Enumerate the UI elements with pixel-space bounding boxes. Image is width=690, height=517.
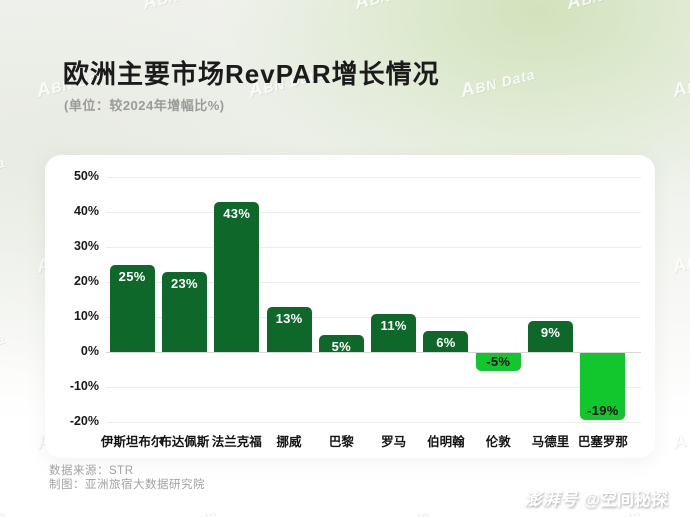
zero-axis-line [106, 352, 641, 353]
chart-credit: 制图：亚洲旅宿大数据研究院 [49, 479, 205, 491]
bar-value-label: 5% [331, 338, 352, 354]
y-axis-tick-label: 0% [80, 344, 99, 358]
abn-data-watermark: ABN Data [0, 0, 8, 15]
bar-伊斯坦布尔 [109, 264, 155, 352]
bar-value-label: -5% [486, 353, 511, 369]
bar-伯明翰 [423, 331, 469, 352]
account-handle: @空间秘探 [583, 490, 668, 509]
y-axis-tick-label: 50% [73, 169, 99, 183]
bar-马德里 [528, 320, 574, 352]
x-axis-label: 巴黎 [328, 435, 354, 449]
bar-value-label: -19% [587, 402, 619, 418]
abn-data-watermark: ABN Data [140, 503, 219, 517]
gridline [106, 422, 641, 423]
y-axis-tick-label: 40% [73, 204, 99, 218]
bar-挪威 [266, 306, 312, 352]
bar-value-label: 43% [223, 205, 251, 221]
x-axis-label: 伊斯坦布尔 [100, 435, 164, 449]
abn-data-watermark: ABN Data [140, 0, 219, 14]
abn-data-watermark: ABN Data [670, 418, 690, 454]
chart-panel: 50% 40% 30% 20% 10% 0% -10% -20% 25% 伊斯坦布尔 23% 布达佩斯… [45, 155, 655, 458]
abn-data-watermark: ABN Data [670, 242, 690, 278]
abn-data-watermark: ABN Data [352, 503, 431, 517]
bar-value-label: 23% [170, 275, 198, 291]
y-axis-tick-label: 20% [73, 274, 99, 288]
gridline [106, 212, 641, 213]
bar-value-label: 6% [436, 335, 456, 350]
bar-chart-plot-area: 50% 40% 30% 20% 10% 0% -10% -20% 25% 伊斯坦布尔 23% 布达佩斯… [45, 155, 655, 458]
bar-value-label: 13% [275, 310, 303, 326]
abn-data-watermark: ABN Data [564, 0, 643, 14]
bar-value-label: 11% [380, 317, 407, 333]
gridline [106, 387, 641, 388]
x-axis-label: 罗马 [381, 435, 407, 449]
x-axis-label: 巴塞罗那 [577, 435, 628, 449]
gridline [106, 282, 641, 283]
bar-罗马 [371, 313, 417, 352]
bar-法兰克福 [214, 201, 260, 352]
bar-伦敦 [475, 353, 521, 371]
page-title: 欧洲主要市场RevPAR增长情况 [63, 59, 440, 89]
bar-value-label: 25% [118, 268, 146, 284]
x-axis-label: 伦敦 [485, 435, 511, 449]
pengpai-logo: 澎湃号 [524, 490, 579, 509]
x-axis-label: 伯明翰 [427, 435, 465, 449]
y-axis-tick-label: 30% [73, 239, 99, 253]
x-axis-label: 布达佩斯 [159, 435, 210, 449]
gridline [106, 247, 641, 248]
brand-watermark: 澎湃号 @空间秘探 [524, 485, 668, 510]
bar-布达佩斯 [161, 271, 207, 352]
bar-value-label: 9% [540, 324, 561, 340]
x-axis-label: 马德里 [531, 435, 570, 449]
abn-data-watermark: ABN Data [0, 330, 8, 360]
abn-data-watermark: ABN Data [0, 503, 8, 517]
abn-data-watermark: ABN Data [352, 0, 431, 14]
abn-data-watermark: ABN Data [670, 66, 690, 102]
y-axis-tick-label: 10% [73, 309, 99, 323]
x-axis-label: 法兰克福 [211, 435, 262, 449]
x-axis-label: 挪威 [276, 435, 302, 449]
data-source: 数据来源：STR [49, 465, 134, 477]
bar-巴黎 [318, 334, 364, 352]
abn-data-watermark: ABN Data [458, 66, 538, 102]
gridline [106, 177, 641, 178]
bar-巴塞罗那 [580, 353, 626, 420]
abn-data-watermark: ABN Data [0, 154, 8, 184]
footer: 数据来源：STR 制图：亚洲旅宿大数据研究院 [49, 464, 205, 492]
y-axis-tick-label: -20% [69, 414, 99, 428]
page-subtitle: (单位：较2024年增幅比%) [64, 98, 225, 113]
y-axis-tick-label: -10% [69, 379, 99, 393]
